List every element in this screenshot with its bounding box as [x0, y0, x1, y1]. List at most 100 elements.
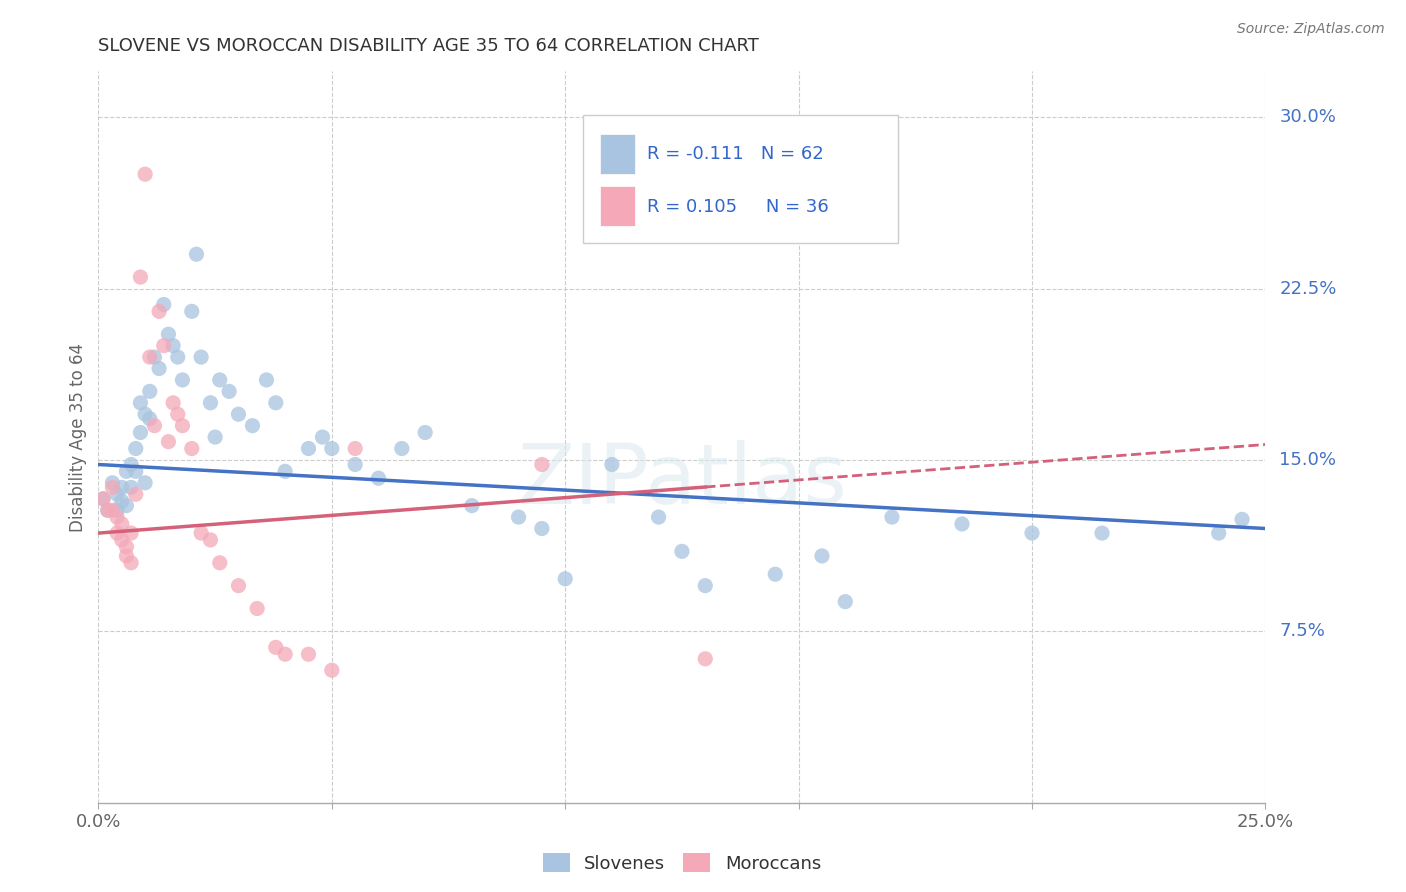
Point — [134, 407, 156, 421]
Point — [508, 510, 530, 524]
Point — [152, 338, 174, 352]
Text: SLOVENE VS MOROCCAN DISABILITY AGE 35 TO 64 CORRELATION CHART: SLOVENE VS MOROCCAN DISABILITY AGE 35 TO… — [98, 37, 759, 54]
Point — [105, 487, 128, 501]
Point — [763, 567, 786, 582]
Point — [208, 373, 231, 387]
Point — [530, 521, 553, 535]
Point — [321, 442, 343, 456]
Point — [120, 556, 142, 570]
Point — [180, 304, 202, 318]
Point — [186, 247, 208, 261]
FancyBboxPatch shape — [600, 134, 636, 174]
Point — [208, 556, 231, 570]
Point — [139, 412, 162, 426]
Point — [834, 595, 856, 609]
Point — [1021, 526, 1043, 541]
Point — [1091, 526, 1114, 541]
Point — [172, 373, 194, 387]
Point — [162, 338, 184, 352]
Point — [101, 503, 124, 517]
Point — [166, 407, 188, 421]
Point — [105, 503, 128, 517]
Point — [344, 458, 367, 472]
Point — [111, 494, 134, 508]
Point — [246, 601, 269, 615]
Point — [274, 464, 297, 478]
Point — [105, 510, 128, 524]
Point — [111, 480, 134, 494]
Point — [647, 510, 669, 524]
Text: 7.5%: 7.5% — [1279, 623, 1326, 640]
Point — [190, 526, 212, 541]
Point — [91, 491, 114, 506]
Point — [200, 533, 222, 547]
Text: 30.0%: 30.0% — [1279, 108, 1336, 126]
Point — [129, 270, 152, 285]
Point — [148, 361, 170, 376]
Point — [115, 499, 138, 513]
Point — [101, 475, 124, 490]
Point — [297, 442, 319, 456]
Text: R = -0.111   N = 62: R = -0.111 N = 62 — [647, 145, 824, 163]
Point — [97, 503, 120, 517]
Point — [671, 544, 693, 558]
Point — [166, 350, 188, 364]
Point — [367, 471, 389, 485]
Point — [228, 407, 250, 421]
Point — [91, 491, 114, 506]
Point — [111, 516, 134, 531]
Point — [242, 418, 264, 433]
Point — [321, 663, 343, 677]
Point — [120, 526, 142, 541]
Point — [143, 418, 166, 433]
Text: ZIPatlas: ZIPatlas — [517, 441, 846, 522]
Point — [218, 384, 240, 399]
Point — [1230, 512, 1253, 526]
Point — [530, 458, 553, 472]
Point — [143, 350, 166, 364]
Point — [115, 540, 138, 554]
Point — [695, 652, 717, 666]
Point — [228, 579, 250, 593]
Point — [125, 442, 148, 456]
Point — [264, 396, 287, 410]
Point — [256, 373, 278, 387]
Text: 15.0%: 15.0% — [1279, 451, 1336, 469]
Point — [111, 533, 134, 547]
Point — [880, 510, 903, 524]
Legend: Slovenes, Moroccans: Slovenes, Moroccans — [534, 844, 830, 881]
Text: 22.5%: 22.5% — [1279, 279, 1337, 298]
Text: Source: ZipAtlas.com: Source: ZipAtlas.com — [1237, 22, 1385, 37]
Point — [125, 464, 148, 478]
Point — [600, 458, 623, 472]
Point — [101, 480, 124, 494]
FancyBboxPatch shape — [600, 186, 636, 227]
Point — [162, 396, 184, 410]
Point — [461, 499, 484, 513]
Point — [811, 549, 834, 563]
Point — [139, 350, 162, 364]
Text: R = 0.105     N = 36: R = 0.105 N = 36 — [647, 198, 828, 216]
Point — [413, 425, 436, 440]
Point — [200, 396, 222, 410]
Point — [1208, 526, 1230, 541]
Point — [129, 425, 152, 440]
Point — [695, 579, 717, 593]
Point — [134, 475, 156, 490]
Point — [950, 516, 973, 531]
Point — [129, 396, 152, 410]
Point — [148, 304, 170, 318]
Point — [190, 350, 212, 364]
Point — [157, 434, 180, 449]
Point — [105, 526, 128, 541]
Point — [274, 647, 297, 661]
Point — [139, 384, 162, 399]
Point — [391, 442, 413, 456]
Point — [115, 464, 138, 478]
Point — [97, 503, 120, 517]
Point — [204, 430, 226, 444]
Point — [134, 167, 156, 181]
Point — [344, 442, 367, 456]
Point — [311, 430, 333, 444]
Y-axis label: Disability Age 35 to 64: Disability Age 35 to 64 — [69, 343, 87, 532]
